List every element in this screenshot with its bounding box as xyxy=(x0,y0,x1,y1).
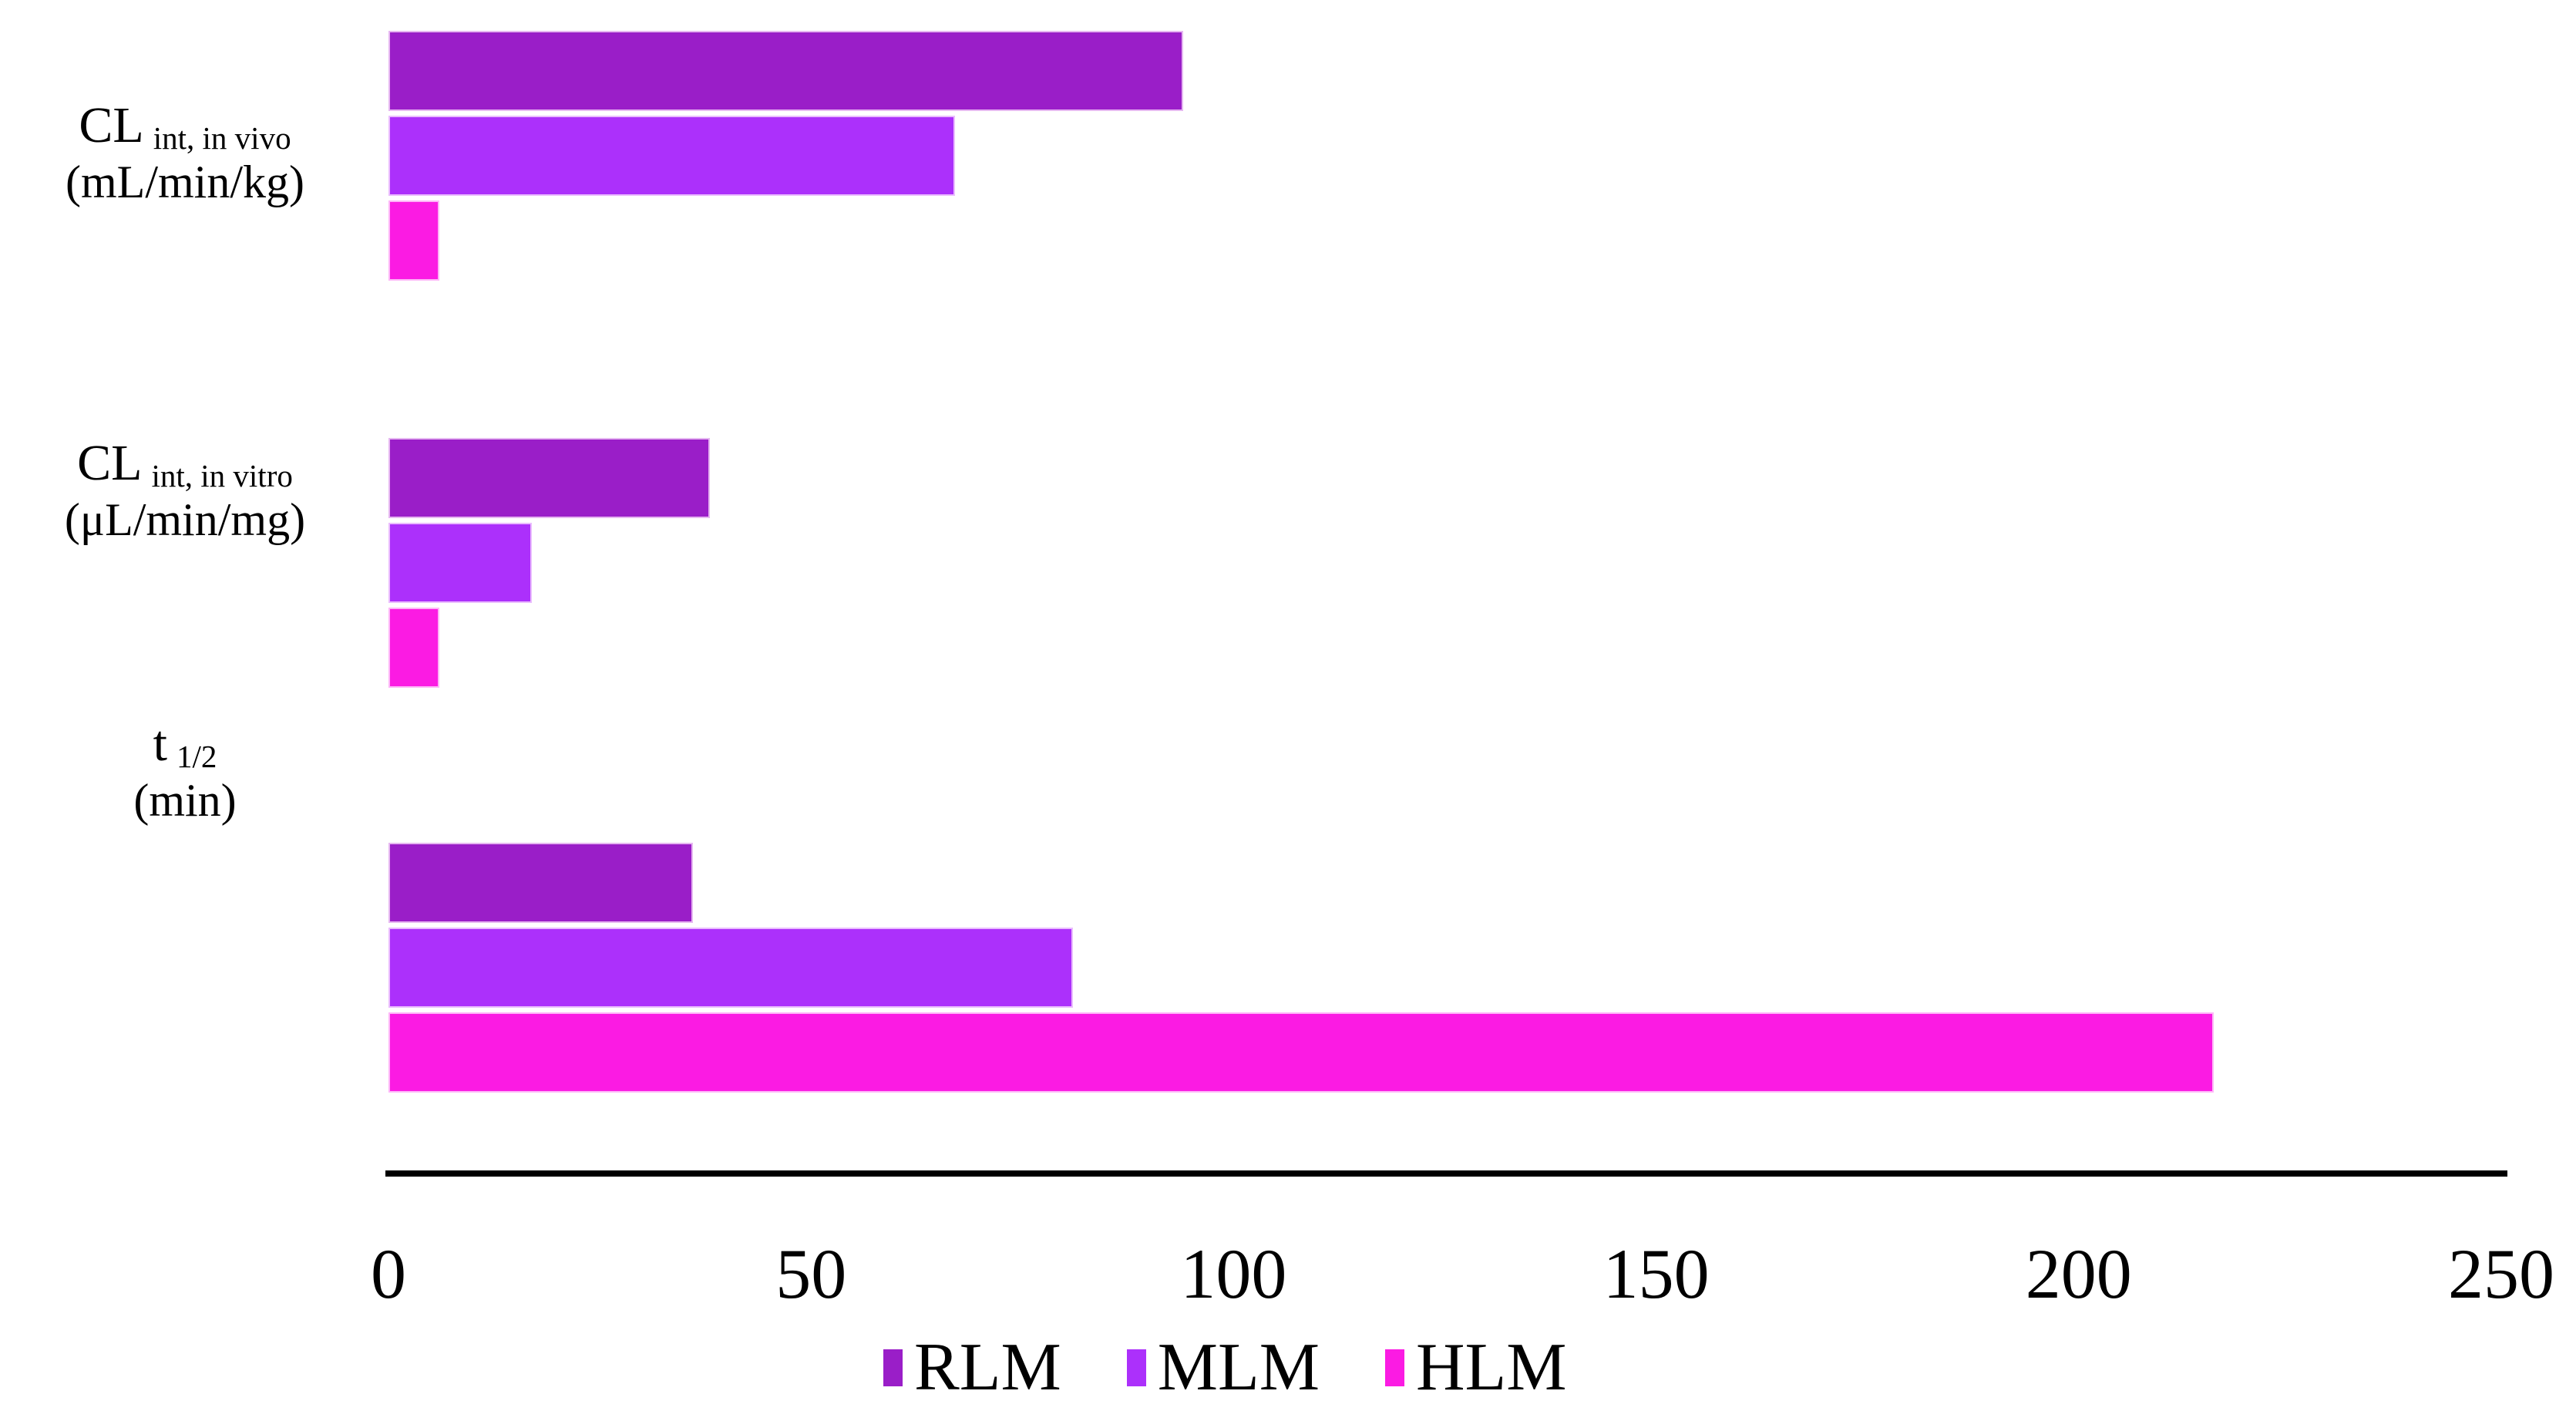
category-label: CL int, in vitro (μL/min/mg) xyxy=(0,435,370,545)
x-tick-label: 150 xyxy=(1602,1234,1710,1313)
x-tick-label: 200 xyxy=(2025,1234,2132,1313)
category-main-text: t xyxy=(153,716,167,772)
legend-item-mlm: MLM xyxy=(1126,1330,1320,1405)
category-unit: (mL/min/kg) xyxy=(66,157,304,207)
category-label: t 1/2 (min) xyxy=(0,716,370,826)
category-main-line: CL int, in vivo xyxy=(0,97,370,154)
x-axis-line xyxy=(385,1170,2507,1177)
legend-swatch-mlm xyxy=(1126,1349,1146,1386)
bar-hlm-group3 xyxy=(388,1012,2214,1093)
legend-item-rlm: RLM xyxy=(883,1334,1061,1402)
legend-label: HLM xyxy=(1415,1330,1567,1405)
category-unit: (min) xyxy=(133,775,237,826)
bar-rlm-group3 xyxy=(388,843,693,923)
legend-item-hlm: HLM xyxy=(1384,1330,1567,1405)
bar-hlm-group2 xyxy=(388,608,439,688)
category-subscript: 1/2 xyxy=(176,739,217,775)
bar-mlm-group1 xyxy=(388,116,955,196)
bar-rlm-group1 xyxy=(388,31,1183,111)
legend-swatch-rlm xyxy=(883,1349,903,1386)
bar-hlm-group1 xyxy=(388,200,439,281)
legend: RLM MLM HLM xyxy=(883,1334,1567,1402)
bar-rlm-group2 xyxy=(388,438,710,518)
x-tick-label: 250 xyxy=(2448,1234,2554,1313)
category-subscript: int, in vivo xyxy=(153,120,291,157)
bar-mlm-group2 xyxy=(388,523,532,603)
category-main-text: CL xyxy=(77,435,143,491)
legend-swatch-hlm xyxy=(1384,1349,1404,1386)
x-tick-label: 100 xyxy=(1180,1234,1287,1313)
legend-label: RLM xyxy=(914,1330,1061,1405)
category-main-line: CL int, in vitro xyxy=(0,435,370,492)
category-subscript: int, in vitro xyxy=(151,458,293,494)
category-main-line: t 1/2 xyxy=(0,716,370,773)
legend-label: MLM xyxy=(1157,1330,1320,1405)
category-main-text: CL xyxy=(79,97,144,153)
x-tick-label: 50 xyxy=(775,1234,847,1313)
x-tick-label: 0 xyxy=(371,1234,406,1313)
category-label: CL int, in vivo (mL/min/kg) xyxy=(0,97,370,207)
category-unit: (μL/min/mg) xyxy=(64,494,306,545)
bar-mlm-group3 xyxy=(388,928,1073,1008)
